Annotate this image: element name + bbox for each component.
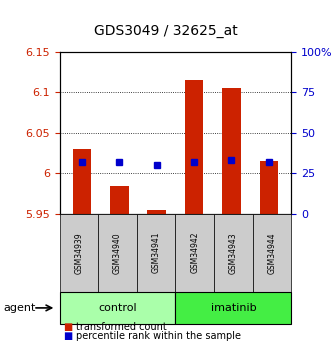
Text: percentile rank within the sample: percentile rank within the sample	[76, 331, 241, 341]
Text: ■: ■	[63, 331, 72, 341]
Text: GSM34940: GSM34940	[113, 232, 122, 274]
Bar	[73, 149, 91, 214]
Text: ■: ■	[63, 322, 72, 332]
Text: GSM34941: GSM34941	[152, 232, 161, 274]
Bar	[222, 88, 241, 214]
Text: GSM34942: GSM34942	[190, 232, 199, 274]
Text: GSM34943: GSM34943	[229, 232, 238, 274]
Text: agent: agent	[3, 303, 36, 313]
Text: GSM34939: GSM34939	[74, 232, 83, 274]
Bar	[185, 80, 204, 214]
Text: GDS3049 / 32625_at: GDS3049 / 32625_at	[94, 24, 237, 38]
Bar	[110, 186, 129, 214]
Text: imatinib: imatinib	[211, 303, 256, 313]
Text: transformed count: transformed count	[76, 322, 167, 332]
Text: GSM34944: GSM34944	[267, 232, 276, 274]
Bar	[260, 161, 278, 214]
Bar	[147, 210, 166, 214]
Text: control: control	[98, 303, 137, 313]
